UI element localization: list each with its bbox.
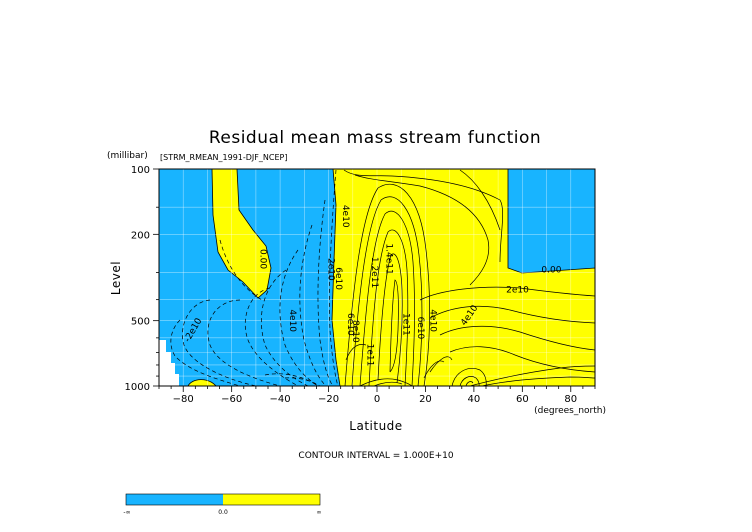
colorbar: -∞ 0.0 ∞ xyxy=(123,493,322,516)
contour-label: 2e10 xyxy=(326,258,336,281)
colorbar-label-zero: 0.0 xyxy=(218,509,228,516)
x-tick-label: −20 xyxy=(318,394,339,405)
y-tick-label: 500 xyxy=(131,317,150,328)
contour-lines-negative xyxy=(170,169,339,386)
contour-label: 1e11 xyxy=(401,313,411,336)
x-axis-label: Latitude xyxy=(349,419,402,433)
missing-data-region xyxy=(159,340,179,386)
colorbar-label-max: ∞ xyxy=(317,509,322,516)
contour-label: 1e11 xyxy=(364,344,374,367)
y-axis-label: Level xyxy=(109,261,123,295)
contour-label: 2e10 xyxy=(506,285,529,295)
x-tick-label: −40 xyxy=(270,394,291,405)
contour-interval-text: CONTOUR INTERVAL = 1.000E+10 xyxy=(298,451,453,461)
y-axis: 100 200 500 1000 xyxy=(125,165,159,393)
chart-title: Residual mean mass stream function xyxy=(209,128,541,148)
chart-subtitle: [STRM_RMEAN_1991-DJF_NCEP] xyxy=(160,153,287,162)
contour-lines xyxy=(343,169,595,386)
y-tick-label: 200 xyxy=(131,230,150,241)
contour-label: 4e10 xyxy=(427,309,437,332)
x-tick-label: 80 xyxy=(564,394,577,405)
contour-label: 8e10 xyxy=(350,320,360,343)
contour-label: 6e10 xyxy=(345,313,355,336)
y-tick-label: 100 xyxy=(131,165,150,176)
grid xyxy=(159,169,595,386)
contour-label: 1.2e11 xyxy=(369,257,379,288)
x-tick-label: 60 xyxy=(516,394,529,405)
contour-label: 6e10 xyxy=(415,317,425,340)
contour-label: 0.00 xyxy=(541,266,561,276)
contour-label: 1.4e11 xyxy=(384,243,394,274)
colorbar-label-min: -∞ xyxy=(123,509,130,516)
contour-label: 0.00 xyxy=(258,249,268,269)
x-tick-label: 20 xyxy=(419,394,432,405)
y-units-label: (millibar) xyxy=(107,151,148,161)
x-axis: −80 −60 −40 −20 0 20 40 60 80 xyxy=(158,386,596,405)
x-tick-label: 0 xyxy=(374,394,380,405)
contour-label: 4e10 xyxy=(287,309,297,332)
y-tick-label: 1000 xyxy=(125,382,150,393)
x-tick-label: −80 xyxy=(173,394,194,405)
x-tick-label: 40 xyxy=(468,394,481,405)
colorbar-frame xyxy=(125,493,321,506)
x-units-label: (degrees_north) xyxy=(534,406,606,416)
x-tick-label: −60 xyxy=(221,394,242,405)
colorbar-negative xyxy=(126,494,223,505)
contour-label: 4e10 xyxy=(340,205,350,228)
contour-label: 6e10 xyxy=(333,267,343,290)
colorbar-positive xyxy=(223,494,320,505)
positive-region-upper-left xyxy=(211,169,272,299)
